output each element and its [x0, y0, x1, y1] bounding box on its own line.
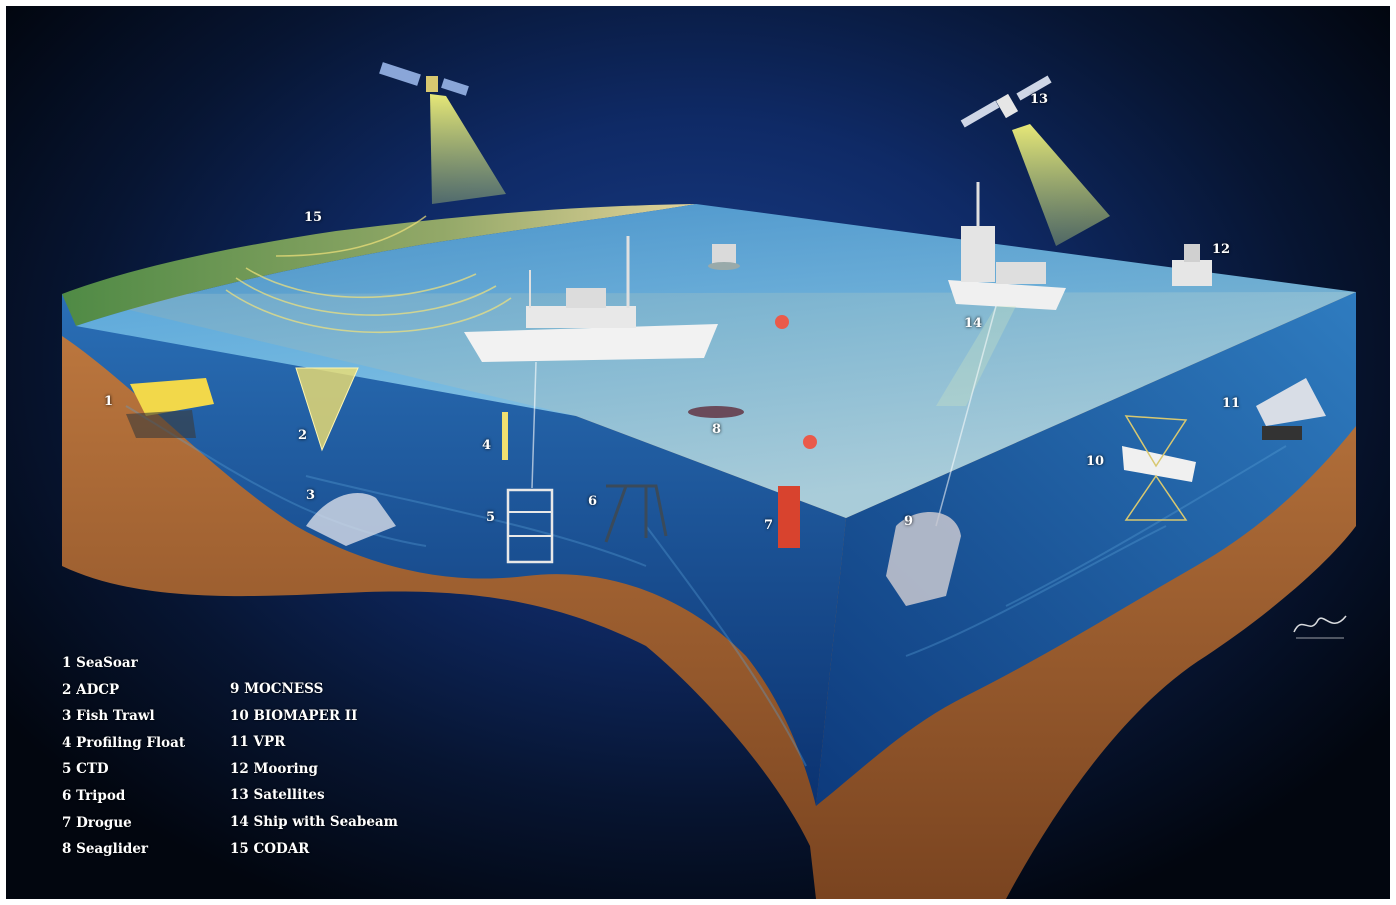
legend-item: 14 Ship with Seabeam: [230, 813, 398, 830]
legend-item: 12 Mooring: [230, 760, 318, 777]
ocean-observing-diagram: 1 2 3 4 5 6 7 8 9 10 11 12 13 14 15 1 Se…: [6, 6, 1390, 899]
biomaper-ii-instrument: [1122, 415, 1196, 521]
drogue-instrument: [778, 486, 800, 548]
water-cross-section-left: [62, 294, 846, 806]
marker-12: 12: [1212, 242, 1231, 257]
surface-buoy: [708, 244, 740, 270]
legend-column-2: 9 MOCNESS 10 BIOMAPER II 11 VPR 12 Moori…: [230, 676, 398, 862]
ctd-rosette: [506, 361, 554, 564]
legend-item: 8 Seaglider: [62, 841, 149, 858]
mocness-net: [886, 512, 961, 606]
marker-1: 1: [104, 394, 114, 409]
marker-5: 5: [486, 510, 496, 525]
marker-10: 10: [1086, 454, 1105, 469]
legend-item: 6 Tripod: [62, 787, 126, 804]
marker-11: 11: [1222, 396, 1241, 411]
water-cross-section-right: [816, 292, 1356, 806]
tripod-instrument: [604, 484, 668, 543]
profiling-float: [502, 412, 508, 460]
seaglider: [688, 406, 744, 418]
legend-item: 1 SeaSoar: [62, 655, 138, 671]
marker-2: 2: [298, 428, 308, 443]
research-ship-center: [464, 236, 718, 362]
satellite-beam-left: [430, 94, 506, 204]
legend-column-1: 1 SeaSoar 2 ADCP 3 Fish Trawl 4 Profilin…: [62, 650, 185, 863]
ocean-scene-illustration: [62, 62, 1356, 899]
legend-item: 10 BIOMAPER II: [230, 707, 358, 724]
satellite-right: [960, 75, 1052, 128]
legend-item: 4 Profiling Float: [62, 734, 186, 751]
legend-item: 9 MOCNESS: [230, 681, 324, 697]
satellite-left: [379, 62, 469, 96]
legend-item: 11 VPR: [230, 734, 286, 751]
legend-item: 2 ADCP: [62, 681, 120, 698]
seasoar-instrument: [126, 378, 214, 438]
marker-14: 14: [964, 316, 983, 331]
marker-9: 9: [904, 514, 914, 529]
adcp-instrument: [295, 367, 359, 452]
legend-item: 3 Fish Trawl: [62, 708, 155, 725]
marker-8: 8: [712, 422, 722, 437]
marker-13: 13: [1030, 92, 1049, 107]
marker-15: 15: [304, 210, 323, 225]
legend-item: 13 Satellites: [230, 787, 325, 804]
legend-item: 15 CODAR: [230, 840, 310, 857]
mooring-buoy: [1172, 244, 1212, 286]
fish-trawl-net: [306, 493, 396, 546]
marker-7: 7: [764, 518, 774, 533]
coastline-land: [62, 204, 696, 326]
artist-signature: [1293, 615, 1347, 639]
legend-item: 5 CTD: [62, 761, 109, 778]
marker-3: 3: [306, 488, 316, 503]
legend-item: 7 Drogue: [62, 814, 132, 831]
vpr-instrument: [1256, 378, 1326, 440]
marker-4: 4: [482, 438, 492, 453]
ship-with-seabeam: [948, 182, 1066, 310]
satellite-beam-right: [1012, 124, 1110, 246]
marker-6: 6: [588, 494, 598, 509]
